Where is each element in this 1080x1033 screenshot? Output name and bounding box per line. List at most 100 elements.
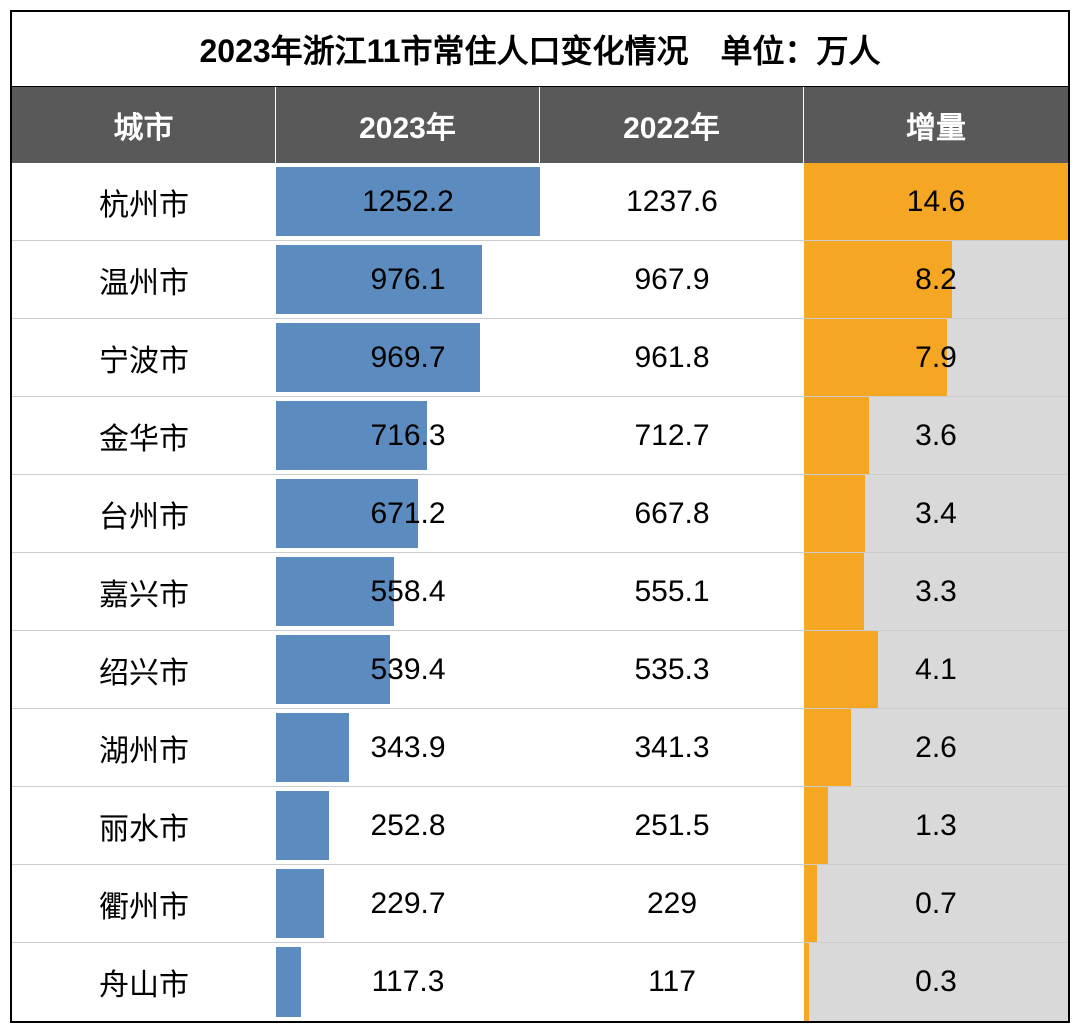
value-2022: 712.7 xyxy=(634,419,709,453)
value-2022: 967.9 xyxy=(634,263,709,297)
value-2022: 667.8 xyxy=(634,497,709,531)
city-name: 宁波市 xyxy=(99,336,189,380)
delta-value: 3.3 xyxy=(804,575,1068,609)
value-2023: 558.4 xyxy=(276,575,540,609)
value-2022-cell: 555.1 xyxy=(540,553,804,630)
value-2023-cell: 976.1 xyxy=(276,241,540,318)
table-row: 台州市 671.2 667.8 3.4 xyxy=(12,475,1068,553)
value-2023-cell: 343.9 xyxy=(276,709,540,786)
delta-cell: 3.3 xyxy=(804,553,1068,630)
value-2023-cell: 1252.2 xyxy=(276,163,540,240)
delta-cell: 8.2 xyxy=(804,241,1068,318)
value-2023-cell: 539.4 xyxy=(276,631,540,708)
table-row: 湖州市 343.9 341.3 2.6 xyxy=(12,709,1068,787)
city-name: 衢州市 xyxy=(99,882,189,926)
table-row: 绍兴市 539.4 535.3 4.1 xyxy=(12,631,1068,709)
city-name: 丽水市 xyxy=(99,804,189,848)
value-2022-cell: 961.8 xyxy=(540,319,804,396)
value-2022-cell: 229 xyxy=(540,865,804,942)
city-name: 台州市 xyxy=(99,492,189,536)
delta-value: 14.6 xyxy=(804,185,1068,219)
city-cell: 湖州市 xyxy=(12,709,276,786)
city-cell: 温州市 xyxy=(12,241,276,318)
city-name: 嘉兴市 xyxy=(99,570,189,614)
value-2023: 1252.2 xyxy=(276,185,540,219)
value-2022: 535.3 xyxy=(634,653,709,687)
value-2022: 251.5 xyxy=(634,809,709,843)
delta-value: 3.4 xyxy=(804,497,1068,531)
col-header-2022: 2022年 xyxy=(540,87,804,163)
table-row: 宁波市 969.7 961.8 7.9 xyxy=(12,319,1068,397)
delta-cell: 0.7 xyxy=(804,865,1068,942)
delta-value: 0.7 xyxy=(804,887,1068,921)
table-row: 温州市976.1 967.9 8.2 xyxy=(12,241,1068,319)
value-2023: 229.7 xyxy=(276,887,540,921)
delta-cell: 3.6 xyxy=(804,397,1068,474)
delta-value: 8.2 xyxy=(804,263,1068,297)
population-table: 2023年浙江11市常住人口变化情况 单位：万人 城市 2023年 2022年 … xyxy=(10,10,1070,1023)
value-2022-cell: 251.5 xyxy=(540,787,804,864)
city-name: 金华市 xyxy=(99,414,189,458)
value-2023-cell: 671.2 xyxy=(276,475,540,552)
value-2023: 252.8 xyxy=(276,809,540,843)
delta-cell: 3.4 xyxy=(804,475,1068,552)
value-2022: 1237.6 xyxy=(626,185,718,219)
city-cell: 金华市 xyxy=(12,397,276,474)
value-2023: 716.3 xyxy=(276,419,540,453)
delta-cell: 14.6 xyxy=(804,163,1068,240)
delta-value: 2.6 xyxy=(804,731,1068,765)
table-row: 舟山市 117.3 117 0.3 xyxy=(12,943,1068,1021)
value-2022: 117 xyxy=(648,965,696,999)
value-2023-cell: 252.8 xyxy=(276,787,540,864)
delta-cell: 4.1 xyxy=(804,631,1068,708)
city-cell: 舟山市 xyxy=(12,943,276,1021)
city-name: 绍兴市 xyxy=(99,648,189,692)
city-cell: 嘉兴市 xyxy=(12,553,276,630)
city-cell: 丽水市 xyxy=(12,787,276,864)
table-body: 杭州市1252.2 1237.6 14.6 温州市976.1 967.9 8.2 宁波市 96… xyxy=(12,163,1068,1021)
value-2023-cell: 558.4 xyxy=(276,553,540,630)
value-2022-cell: 1237.6 xyxy=(540,163,804,240)
table-header: 城市 2023年 2022年 增量 xyxy=(12,87,1068,163)
delta-cell: 0.3 xyxy=(804,943,1068,1021)
value-2023-cell: 229.7 xyxy=(276,865,540,942)
city-cell: 杭州市 xyxy=(12,163,276,240)
value-2023: 671.2 xyxy=(276,497,540,531)
col-header-delta: 增量 xyxy=(804,87,1068,163)
value-2023: 539.4 xyxy=(276,653,540,687)
value-2022-cell: 667.8 xyxy=(540,475,804,552)
table-row: 嘉兴市 558.4 555.1 3.3 xyxy=(12,553,1068,631)
value-2022: 229 xyxy=(647,887,697,921)
table-title: 2023年浙江11市常住人口变化情况 单位：万人 xyxy=(12,12,1068,87)
value-2023: 976.1 xyxy=(276,263,540,297)
delta-value: 4.1 xyxy=(804,653,1068,687)
value-2023-cell: 716.3 xyxy=(276,397,540,474)
value-2023-cell: 969.7 xyxy=(276,319,540,396)
col-header-2023: 2023年 xyxy=(276,87,540,163)
delta-value: 0.3 xyxy=(804,965,1068,999)
city-name: 舟山市 xyxy=(99,960,189,1004)
delta-cell: 7.9 xyxy=(804,319,1068,396)
city-name: 湖州市 xyxy=(99,726,189,770)
delta-value: 1.3 xyxy=(804,809,1068,843)
value-2022-cell: 341.3 xyxy=(540,709,804,786)
value-2022: 555.1 xyxy=(634,575,709,609)
delta-cell: 1.3 xyxy=(804,787,1068,864)
value-2022-cell: 117 xyxy=(540,943,804,1021)
table-row: 金华市 716.3 712.7 3.6 xyxy=(12,397,1068,475)
delta-value: 7.9 xyxy=(804,341,1068,375)
value-2023: 969.7 xyxy=(276,341,540,375)
city-cell: 宁波市 xyxy=(12,319,276,396)
value-2023: 117.3 xyxy=(276,965,540,999)
city-cell: 台州市 xyxy=(12,475,276,552)
value-2022-cell: 967.9 xyxy=(540,241,804,318)
value-2022-cell: 535.3 xyxy=(540,631,804,708)
value-2022: 961.8 xyxy=(634,341,709,375)
delta-cell: 2.6 xyxy=(804,709,1068,786)
delta-value: 3.6 xyxy=(804,419,1068,453)
city-cell: 衢州市 xyxy=(12,865,276,942)
table-row: 衢州市 229.7 229 0.7 xyxy=(12,865,1068,943)
city-cell: 绍兴市 xyxy=(12,631,276,708)
table-row: 杭州市1252.2 1237.6 14.6 xyxy=(12,163,1068,241)
value-2022: 341.3 xyxy=(634,731,709,765)
